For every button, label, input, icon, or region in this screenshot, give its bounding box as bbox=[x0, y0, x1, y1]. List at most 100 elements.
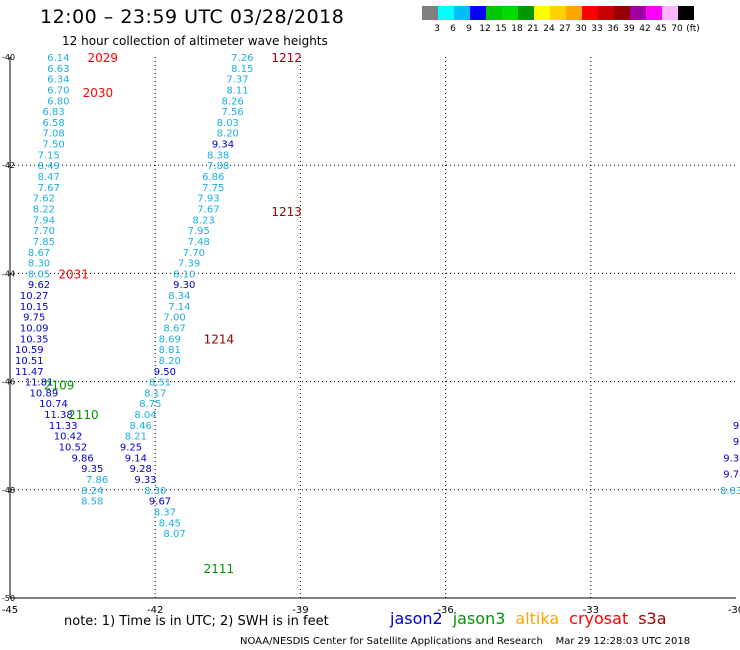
colorbar-swatch bbox=[646, 6, 662, 20]
legend-entry-s3a: s3a bbox=[638, 609, 667, 628]
swh-value-label: 8.81 bbox=[159, 345, 181, 356]
colorbar-label: 9 bbox=[466, 24, 472, 34]
swh-value-label: 8.51 bbox=[149, 378, 171, 389]
swh-value-label: 9.35 bbox=[81, 464, 103, 475]
y-tick-label: -42 bbox=[2, 161, 15, 170]
swh-value-label: 7.75 bbox=[202, 183, 224, 194]
swh-value-label: 9.34 bbox=[212, 140, 234, 151]
swh-value-label: 6.70 bbox=[47, 85, 69, 96]
swh-value-label: 6.63 bbox=[47, 64, 69, 75]
swh-value-label: 10.52 bbox=[59, 443, 88, 454]
swh-value-label: 8.34 bbox=[168, 291, 190, 302]
swh-value-label: 7.39 bbox=[178, 259, 200, 270]
swh-value-label: 7.86 bbox=[86, 475, 108, 486]
colorbar-swatch bbox=[454, 6, 470, 20]
colorbar-swatch bbox=[550, 6, 566, 20]
swh-value-label: 9.3 bbox=[723, 453, 739, 464]
colorbar-label: 70 bbox=[671, 24, 683, 34]
swh-value-label: 6.14 bbox=[47, 53, 69, 64]
colorbar-label: 15 bbox=[495, 24, 506, 34]
legend-entry-altika: altika bbox=[515, 609, 560, 628]
swh-value-label: 9.67 bbox=[149, 497, 171, 508]
pass-time-label: 1214 bbox=[204, 332, 235, 346]
swh-value-label: 10.09 bbox=[20, 324, 49, 335]
colorbar-swatch bbox=[662, 6, 678, 20]
swh-value-label: 7.08 bbox=[42, 129, 64, 140]
swh-value-label: 8.69 bbox=[159, 334, 181, 345]
legend-entry-cryosat: cryosat bbox=[569, 609, 629, 628]
swh-value-label: 6.80 bbox=[47, 96, 69, 107]
x-tick-label: -45 bbox=[2, 605, 18, 616]
swh-value-label: 7.94 bbox=[33, 215, 55, 226]
swh-value-label: 9.7 bbox=[723, 470, 739, 481]
plot-area: -45 -42 -39 -36 -33 -30 -40 -42 -44 -46 -48 -50 6.14… bbox=[2, 51, 740, 616]
swh-value-label: 6.86 bbox=[202, 172, 224, 183]
swh-value-label: 8.11 bbox=[226, 85, 248, 96]
swh-value-label: 8.04 bbox=[134, 410, 156, 421]
y-tick-label: -48 bbox=[2, 486, 15, 495]
x-tick-label: -36 bbox=[437, 605, 453, 616]
swh-value-label: 8.30 bbox=[28, 259, 50, 270]
swh-value-label: 7.14 bbox=[168, 302, 190, 313]
legend-entry-jason3: jason3 bbox=[452, 609, 506, 628]
colorbar-swatch bbox=[630, 6, 646, 20]
swh-value-label: 9.28 bbox=[130, 464, 152, 475]
swh-value-label: 10.59 bbox=[15, 345, 44, 356]
swh-value-label: 8.30 bbox=[144, 486, 166, 497]
colorbar-label: 39 bbox=[623, 24, 635, 34]
colorbar-label: 18 bbox=[511, 24, 523, 34]
y-tick-label: -40 bbox=[2, 53, 15, 62]
swh-value-label: 8.26 bbox=[222, 96, 244, 107]
colorbar-label: (ft) bbox=[686, 24, 700, 34]
swh-value-label: 7.70 bbox=[183, 248, 205, 259]
swh-value-label: 8.38 bbox=[207, 150, 229, 161]
x-tick-label: -30 bbox=[728, 605, 740, 616]
swh-value-label: 7.62 bbox=[33, 194, 55, 205]
y-tick-label: -46 bbox=[2, 378, 15, 387]
y-tick-label: -44 bbox=[2, 269, 15, 278]
colorbar-label: 42 bbox=[639, 24, 650, 34]
swh-value-label: 8.24 bbox=[81, 486, 103, 497]
pass-time-label: 2030 bbox=[83, 86, 114, 100]
swh-value-label: 7.70 bbox=[33, 226, 55, 237]
colorbar-swatch bbox=[518, 6, 534, 20]
swh-value-label: 8.10 bbox=[173, 269, 195, 280]
swh-value-label: 8.47 bbox=[38, 172, 60, 183]
pass-time-label: 2031 bbox=[58, 267, 89, 281]
colorbar-swatch bbox=[566, 6, 582, 20]
colorbar-label: 30 bbox=[575, 24, 587, 34]
swh-value-label: 9.62 bbox=[28, 280, 50, 291]
colorbar-label: 36 bbox=[607, 24, 619, 34]
swh-value-label: 6.58 bbox=[42, 118, 64, 129]
swh-value-label: 8.45 bbox=[159, 518, 181, 529]
chart-title: 12:00 – 23:59 UTC 03/28/2018 bbox=[40, 6, 345, 28]
swh-value-label: 8.07 bbox=[163, 529, 185, 540]
colorbar-label: 21 bbox=[527, 24, 538, 34]
swh-value-label: 9.30 bbox=[173, 280, 195, 291]
swh-value-label: 8.20 bbox=[159, 356, 181, 367]
swh-value-label: 8.21 bbox=[125, 432, 147, 443]
pass-time-label: 2110 bbox=[68, 408, 99, 422]
colorbar-swatch bbox=[614, 6, 630, 20]
swh-value-label: 7.15 bbox=[38, 150, 60, 161]
colorbar-label: 33 bbox=[591, 24, 602, 34]
y-tick-label: -50 bbox=[2, 594, 15, 603]
swh-value-label: 9.86 bbox=[71, 453, 93, 464]
colorbar-label: 27 bbox=[559, 24, 570, 34]
x-tick-label: -33 bbox=[583, 605, 599, 616]
swh-value-label: 7.95 bbox=[188, 226, 210, 237]
colorbar-label: 45 bbox=[655, 24, 666, 34]
swh-value-label: 9.25 bbox=[120, 443, 142, 454]
swh-value-label: 8.46 bbox=[130, 421, 152, 432]
swh-value-label: 7.85 bbox=[33, 237, 55, 248]
colorbar-swatch bbox=[470, 6, 486, 20]
colorbar-swatch bbox=[598, 6, 614, 20]
swh-value-label: 10.89 bbox=[30, 388, 59, 399]
swh-value-label: 9 bbox=[733, 437, 739, 448]
swh-value-label: 8.23 bbox=[192, 215, 214, 226]
swh-value-label: 8.05 bbox=[28, 269, 50, 280]
swh-value-label: 7.50 bbox=[42, 140, 64, 151]
pass-time-label: 1213 bbox=[271, 205, 302, 219]
swh-value-label: 11.33 bbox=[49, 421, 78, 432]
swh-value-label: 8.15 bbox=[231, 64, 253, 75]
